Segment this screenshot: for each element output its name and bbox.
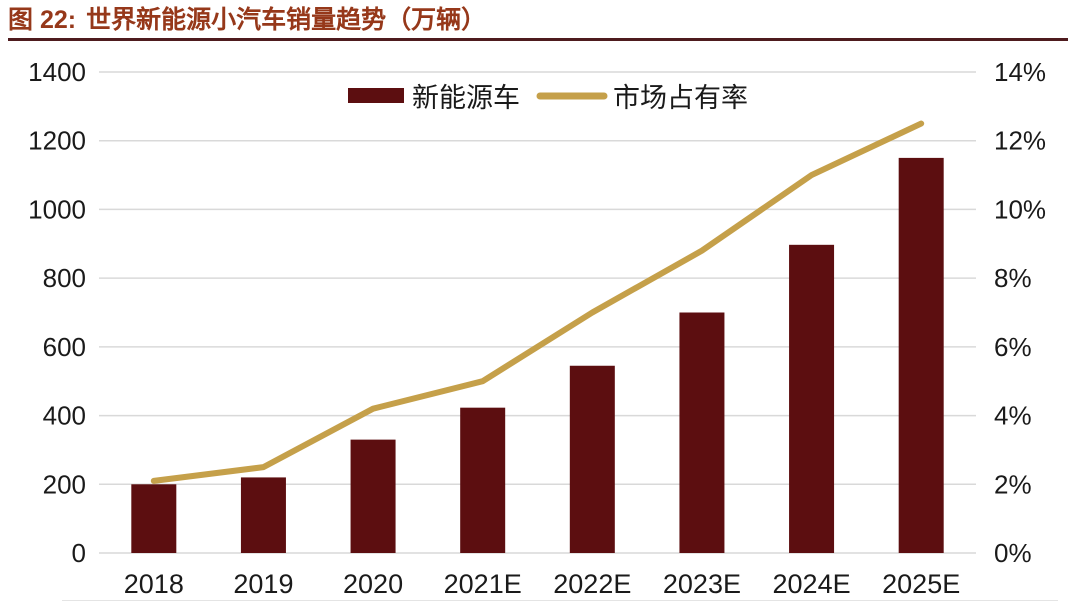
bar-2023E xyxy=(679,312,725,553)
legend-bar-swatch xyxy=(348,88,404,103)
x-axis-label-2024E: 2024E xyxy=(773,569,851,599)
bar-2024E xyxy=(789,244,835,554)
right-axis-tick: 10% xyxy=(994,194,1046,224)
left-axis-tick: 1200 xyxy=(28,126,86,156)
right-axis-tick: 2% xyxy=(994,469,1032,499)
left-axis-tick: 600 xyxy=(43,332,86,362)
left-axis-tick: 1400 xyxy=(28,57,86,87)
x-axis-label-2022E: 2022E xyxy=(553,569,631,599)
figure-number: 图 22: xyxy=(8,6,77,34)
left-axis-tick: 400 xyxy=(43,401,86,431)
left-axis-tick: 1000 xyxy=(28,194,86,224)
x-axis-label-2019: 2019 xyxy=(233,569,293,599)
bar-2019 xyxy=(240,477,286,553)
right-axis-tick: 8% xyxy=(994,263,1032,293)
left-axis-tick: 0 xyxy=(72,538,86,568)
right-axis-tick: 6% xyxy=(994,332,1032,362)
market-share-line xyxy=(150,120,925,484)
bar-2021E xyxy=(460,407,506,553)
legend-line-label: 市场占有率 xyxy=(613,83,748,113)
left-axis-tick: 200 xyxy=(43,469,86,499)
x-axis-label-2020: 2020 xyxy=(343,569,403,599)
figure-header: 图 22: 世界新能源小汽车销量趋势（万辆） xyxy=(8,6,486,34)
right-axis-tick: 4% xyxy=(994,401,1032,431)
legend-bar-label: 新能源车 xyxy=(412,83,520,113)
right-axis-tick: 0% xyxy=(994,538,1032,568)
bar-2020 xyxy=(350,439,396,553)
bar-2018 xyxy=(131,484,177,553)
title-divider xyxy=(8,38,1068,41)
x-axis-label-2018: 2018 xyxy=(124,569,184,599)
left-axis-tick: 800 xyxy=(43,263,86,293)
bar-2022E xyxy=(569,365,615,553)
x-axis-label-2025E: 2025E xyxy=(882,569,960,599)
figure-title: 世界新能源小汽车销量趋势（万辆） xyxy=(86,6,487,34)
bar-2025E xyxy=(898,157,944,553)
x-axis-label-2021E: 2021E xyxy=(444,569,522,599)
bottom-hairline xyxy=(62,600,1058,601)
right-axis-tick: 12% xyxy=(994,126,1046,156)
x-axis-label-2023E: 2023E xyxy=(663,569,741,599)
right-axis-tick: 14% xyxy=(994,57,1046,87)
